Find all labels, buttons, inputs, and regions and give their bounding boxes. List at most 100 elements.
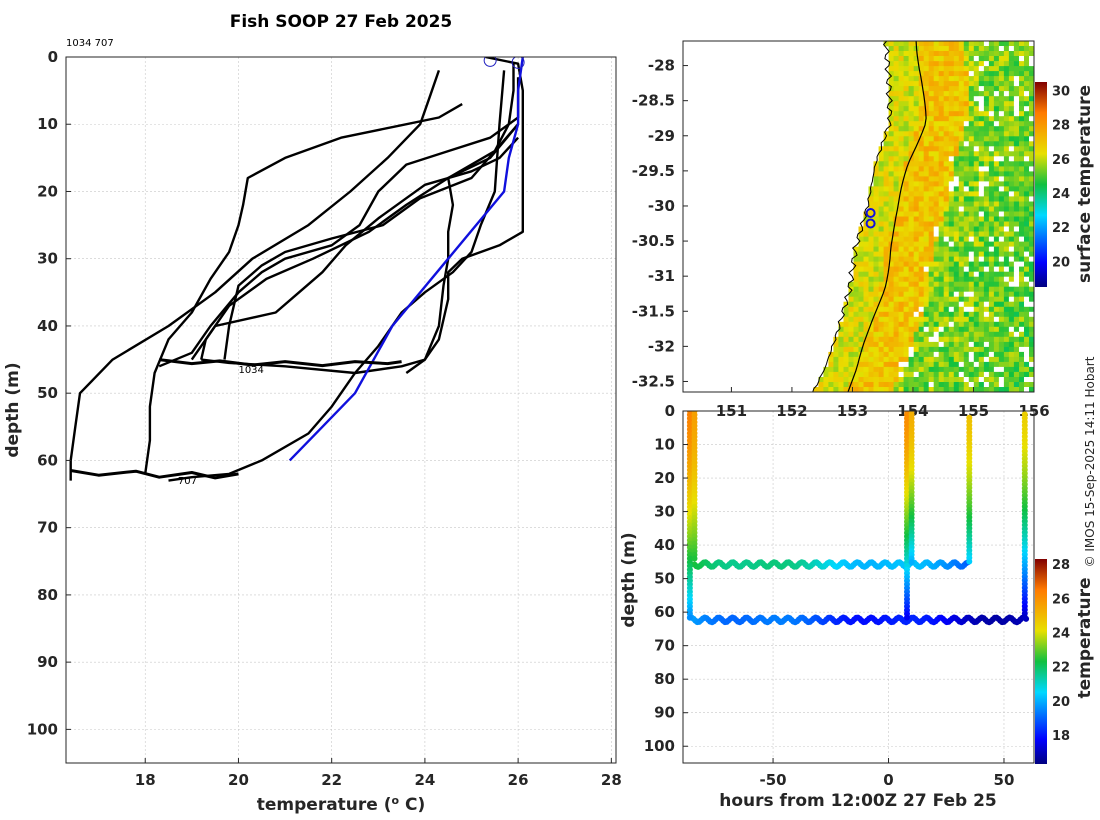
sst-cell (918, 96, 925, 102)
sst-cell (943, 161, 950, 167)
sst-cell (963, 311, 970, 318)
sst-cell (938, 321, 945, 328)
sst-cell (958, 136, 965, 142)
sst-cell (938, 121, 945, 127)
sst-cell (928, 141, 935, 147)
sst-cell (958, 131, 965, 137)
sst-cell (978, 241, 985, 248)
sst-cell (1013, 216, 1020, 222)
sst-cell (1024, 146, 1030, 152)
sst-cell (1008, 96, 1015, 102)
sst-cell (893, 71, 900, 77)
sst-cell (833, 366, 839, 373)
sst-cell (858, 382, 864, 388)
sst-cell (1003, 371, 1010, 378)
sst-cell (933, 271, 940, 278)
sst-cell (963, 371, 970, 378)
sst-cell (998, 131, 1005, 137)
sst-cell (993, 206, 1000, 212)
sst-cell (1008, 211, 1015, 217)
sst-cell (848, 326, 854, 333)
sst-cell (888, 146, 895, 152)
sst-cell (923, 176, 930, 182)
sst-cell (953, 216, 960, 222)
sst-cell (928, 76, 935, 82)
sst-cell (893, 241, 900, 248)
sst-cell (1013, 151, 1020, 157)
sst-cell (923, 56, 930, 62)
sst-cell (893, 281, 900, 288)
sst-cell (1019, 382, 1025, 388)
sst-cell (988, 86, 995, 92)
sst-cell (1013, 241, 1020, 248)
sst-cell (973, 56, 980, 62)
sst-cell (968, 111, 975, 117)
sst-cell (1029, 96, 1034, 102)
sst-cell (903, 296, 910, 303)
sst-cell (913, 326, 920, 333)
sst-cell (893, 201, 900, 207)
sst-cell (843, 371, 849, 378)
sst-cell (968, 246, 975, 253)
sst-cell (938, 251, 945, 258)
sst-cell (988, 251, 995, 258)
sst-cell (818, 382, 824, 388)
sst-cell (948, 151, 955, 157)
sst-cell (948, 221, 955, 227)
sst-cell (1008, 231, 1015, 237)
sst-cell (1029, 231, 1034, 237)
sst-cell (1024, 387, 1030, 392)
sst-cell (893, 41, 900, 47)
depth-time-ylabel: depth (m) (619, 532, 639, 627)
sst-cell (938, 361, 945, 368)
sst-cell (923, 271, 930, 278)
sst-cell (1003, 81, 1010, 87)
sst-cell (903, 121, 910, 127)
sst-cell (988, 382, 995, 388)
sst-cell (903, 316, 910, 323)
sst-cell (983, 261, 990, 268)
sst-cell (948, 366, 955, 373)
sst-cell (1008, 311, 1015, 318)
sst-cell (928, 276, 935, 283)
sst-cell (893, 311, 900, 318)
sst-cell (928, 121, 935, 127)
sst-cell (1003, 121, 1010, 127)
sst-cell (978, 126, 985, 132)
sst-cell (953, 356, 960, 363)
sst-cell (893, 111, 900, 117)
sst-cell (953, 71, 960, 77)
sst-cell (938, 156, 945, 162)
sst-cell (898, 146, 905, 152)
sst-cell (843, 311, 849, 318)
sst-cell (908, 176, 915, 182)
sst-cell (923, 136, 930, 142)
depth-time-xtick-label: 0 (883, 771, 893, 789)
sst-cell (953, 111, 960, 117)
sst-cell (973, 261, 980, 268)
sst-cell (868, 382, 874, 388)
sst-cell (993, 286, 1000, 293)
sst-cell (938, 256, 945, 263)
sst-cell (878, 201, 885, 207)
sst-cell (938, 226, 945, 232)
sst-cell (953, 387, 960, 392)
sst-cell (958, 221, 965, 227)
sst-cell (948, 71, 955, 77)
sst-cell (838, 371, 844, 378)
shelf-contour (847, 41, 927, 392)
sst-cell (993, 331, 1000, 338)
sst-cell (1019, 91, 1025, 97)
sst-cell (943, 331, 950, 338)
sst-cell (993, 216, 1000, 222)
sst-cell (1013, 146, 1020, 152)
sst-cell (1013, 76, 1020, 82)
sst-cell (943, 301, 950, 308)
sst-cell (1003, 346, 1010, 353)
sst-cell (903, 181, 910, 187)
sst-cell (958, 101, 965, 107)
sst-cell (948, 326, 955, 333)
sst-cell (1008, 176, 1015, 182)
sst-cell (878, 156, 885, 162)
sst-cell (948, 96, 955, 102)
